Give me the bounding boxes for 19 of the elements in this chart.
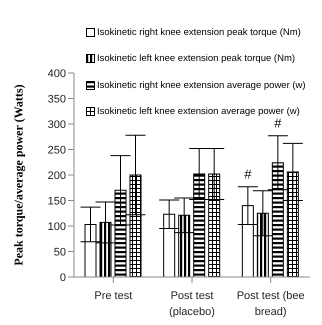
y-tick-label: 0 <box>60 272 66 284</box>
legend-label: Isokinetic left knee extension peak torque (Nm) <box>97 53 296 64</box>
y-tick-label: 300 <box>48 118 66 131</box>
x-tick-label: Post test (bee bread) <box>236 290 305 318</box>
y-axis-title: Peak torque/average power (Watts) <box>11 84 26 266</box>
x-tick-label: Post test (placebo) <box>169 290 215 318</box>
legend-label: Isokinetic right knee extension average power (w) <box>97 80 306 91</box>
y-tick-label: 50 <box>54 246 66 258</box>
y-tick-label: 200 <box>48 170 66 182</box>
y-tick-label: 350 <box>48 93 66 106</box>
annotation: # <box>244 166 252 182</box>
y-tick-label: 400 <box>48 68 66 80</box>
annotation: # <box>274 116 282 131</box>
legend-label: Isokinetic left knee extension average power (w) <box>97 106 300 118</box>
x-tick-label: Pre test <box>94 290 132 302</box>
y-tick-label: 250 <box>48 144 66 156</box>
y-tick-label: 100 <box>48 220 66 233</box>
legend-label: Isokinetic right knee extension peak torque (Nm) <box>97 26 301 38</box>
y-tick-label: 150 <box>48 195 66 208</box>
